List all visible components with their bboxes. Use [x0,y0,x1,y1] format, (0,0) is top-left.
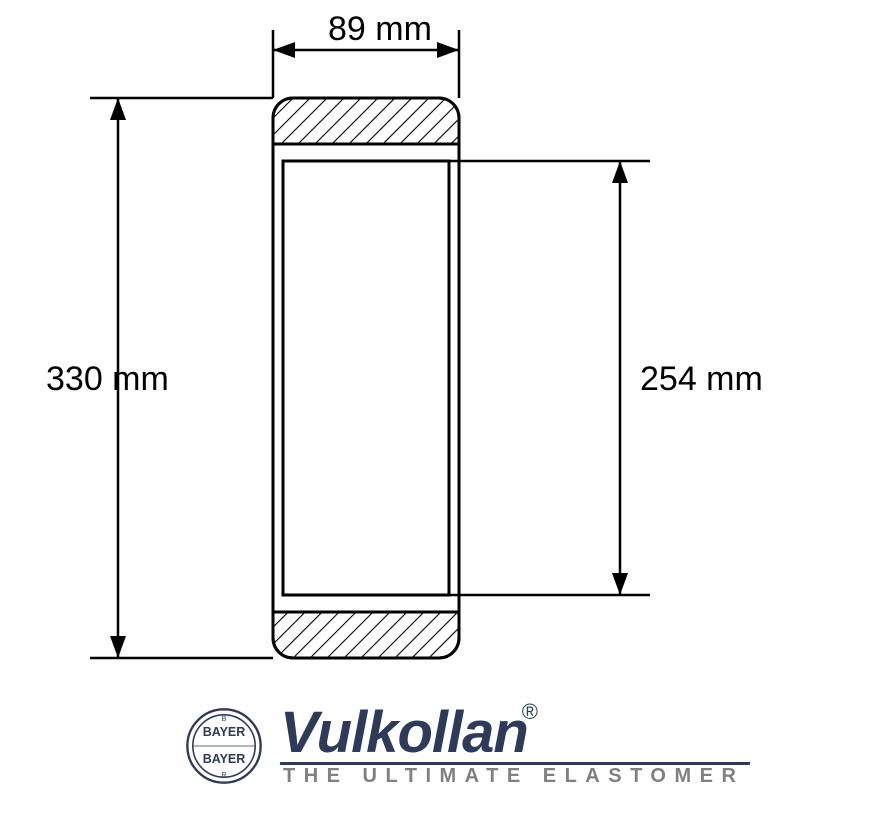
brand-tagline: THE ULTIMATE ELASTOMER [283,765,744,788]
dimension-inner-label: 254 mm [640,360,763,398]
brand-lockup: BAYER BAYER B R Vulkollan® THE ULTIMATE … [185,705,775,800]
dimension-width: 89 mm [273,10,459,98]
wheel-bore [283,161,449,595]
bayer-text-top: BAYER [203,725,246,739]
dimension-inner-diameter: 254 mm [449,161,763,595]
svg-text:B: B [222,716,227,723]
svg-text:R: R [221,772,226,779]
dimension-outer-diameter: 330 mm [46,98,273,658]
bayer-logo-icon: BAYER BAYER B R [185,707,263,785]
dimension-width-label: 89 mm [328,10,432,48]
brand-wordmark-text: Vulkollan [280,700,528,765]
bayer-text-bottom: BAYER [203,752,246,766]
brand-wordmark: Vulkollan® [280,699,537,766]
registered-mark: ® [522,699,537,724]
dimension-outer-label: 330 mm [46,360,169,398]
technical-drawing: 89 mm 330 mm 254 mm [0,0,890,700]
